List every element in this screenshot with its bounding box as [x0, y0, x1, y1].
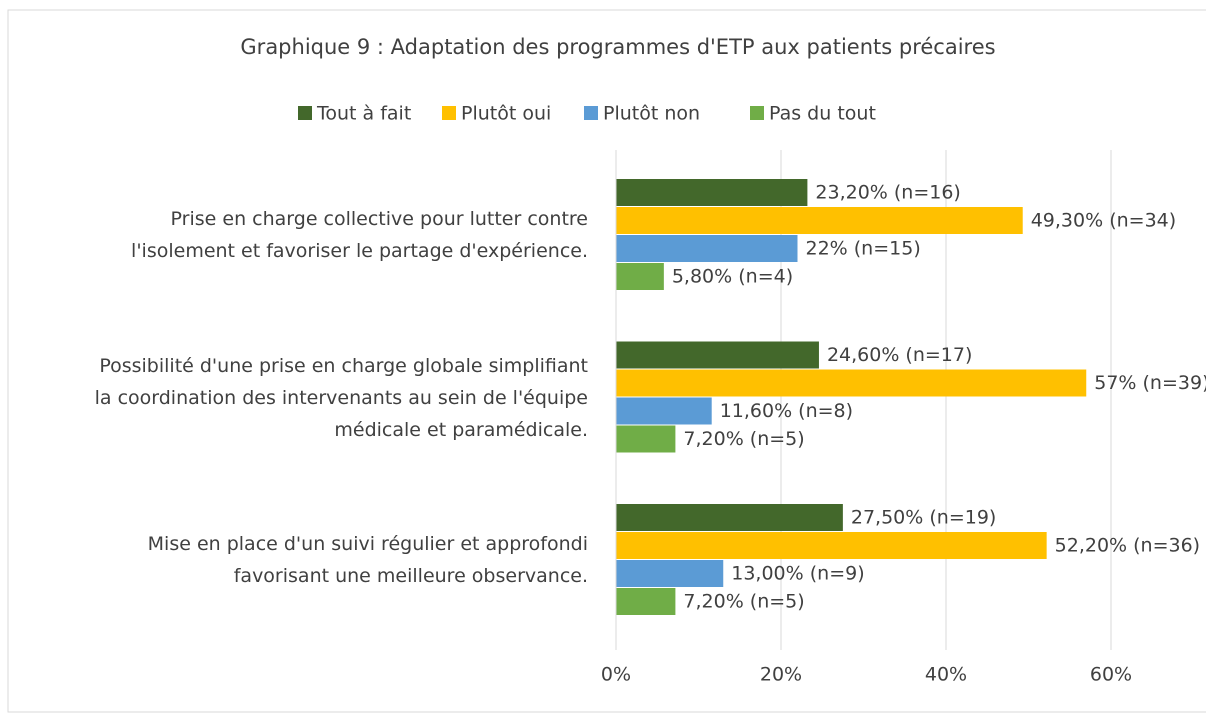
data-label: 7,20% (n=5)	[683, 428, 804, 450]
legend-swatch	[298, 106, 312, 120]
x-tick-label: 60%	[1090, 664, 1132, 686]
x-tick-label: 0%	[601, 664, 631, 686]
bar	[616, 532, 1047, 559]
chart-frame	[7, 9, 1206, 713]
chart-title: Graphique 9 : Adaptation des programmes …	[240, 35, 995, 59]
data-label: 23,20% (n=16)	[815, 182, 960, 204]
bar	[616, 179, 808, 206]
data-label: 22% (n=15)	[806, 238, 921, 260]
legend-label: Tout à fait	[316, 103, 411, 125]
data-label: 11,60% (n=8)	[720, 400, 853, 422]
legend-swatch	[750, 106, 764, 120]
data-label: 27,50% (n=19)	[851, 507, 996, 529]
data-label: 57% (n=39)	[1094, 372, 1206, 394]
bar	[616, 341, 819, 369]
data-label: 49,30% (n=34)	[1031, 210, 1176, 232]
bar	[616, 504, 843, 531]
data-label: 52,20% (n=36)	[1055, 535, 1200, 557]
data-label: 24,60% (n=17)	[827, 344, 972, 366]
legend-label: Pas du tout	[769, 103, 876, 125]
bar	[616, 263, 664, 290]
y-tick-label: Mise en place d'un suivi régulier et app…	[147, 533, 588, 587]
bar	[616, 235, 798, 262]
y-tick-label: Possibilité d'une prise en charge global…	[94, 354, 588, 441]
legend-swatch	[584, 106, 598, 120]
bar	[616, 369, 1087, 397]
x-tick-label: 40%	[925, 664, 967, 686]
legend-label: Plutôt non	[603, 103, 700, 125]
bar	[616, 207, 1023, 234]
bar	[616, 397, 712, 425]
bar	[616, 588, 676, 615]
bar	[616, 560, 724, 587]
y-tick-label: Prise en charge collective pour lutter c…	[131, 208, 588, 262]
legend-swatch	[442, 106, 456, 120]
data-label: 7,20% (n=5)	[683, 591, 804, 613]
bar	[616, 425, 676, 453]
data-label: 13,00% (n=9)	[731, 563, 864, 585]
x-tick-label: 20%	[760, 664, 802, 686]
data-label: 5,80% (n=4)	[672, 266, 793, 288]
legend-label: Plutôt oui	[461, 103, 551, 125]
